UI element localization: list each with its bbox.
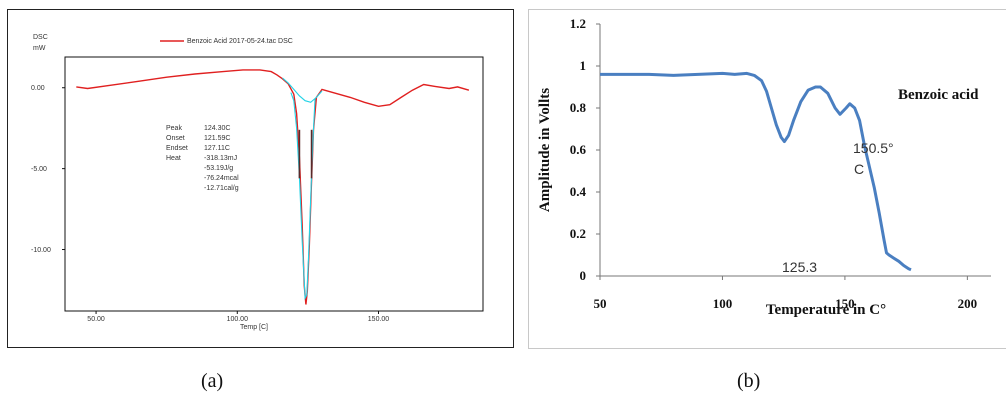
amplitude-chart-panel: 0 0.2 0.4 0.6 0.8 1 1.2 50 100 150 200 Temperature … [528,9,1006,349]
x-tick-label: 100 [713,296,733,311]
y-tick-label: 1.2 [570,16,586,31]
y-tick-label: -5.00 [31,166,47,173]
annotation-value: -318.13mJ [204,155,237,162]
annotation-value: 124.30C [204,125,230,132]
annotation-peak-125: 125.3 [782,259,817,275]
dsc-curve [76,69,470,305]
x-tick-label: 150.00 [368,316,390,323]
annotation-value: -12.71cal/g [204,185,239,192]
annotation-value: 127.11C [204,145,230,152]
annotation-value: -53.19J/g [204,165,233,172]
annotation-value: 121.59C [204,135,230,142]
x-axis-label: Temperature in C° [766,302,886,318]
y-tick-label: 0.2 [570,226,586,241]
amplitude-chart: 0 0.2 0.4 0.6 0.8 1 1.2 50 100 150 200 Temperature … [537,16,991,318]
amplitude-curve [600,71,912,272]
y-tick-label: 1 [580,58,587,73]
x-tick-label: 100.00 [227,316,249,323]
plot-frame [64,56,484,312]
annotation-label: Heat [166,155,181,162]
annotation-label: Endset [166,145,188,152]
y-tick-label: 0.4 [570,184,587,199]
annotation-peak-150-line-2: C [854,161,864,177]
y-tick-label: 0.00 [31,85,45,92]
baseline-line [282,77,323,103]
caption-a: (a) [201,370,224,392]
y-axis-label-line-1: DSC [33,34,48,41]
x-tick-label: 200 [958,296,978,311]
series-label: Benzoic acid [898,87,979,103]
dsc-chart: DSC mW Benzoic Acid 2017-05-24.tac DSC 0.00… [31,34,484,331]
x-tick-label: 50 [594,296,607,311]
y-tick-label: 0.8 [570,100,587,115]
y-tick-label: -10.00 [31,247,51,254]
y-axis-label: Amplitude in Vollts [537,88,553,212]
annotation-value: -76.24mcal [204,175,239,182]
annotation-peak-150-line-1: 150.5° [853,140,894,156]
y-axis-label-line-2: mW [33,45,46,52]
x-axis-label: Temp [C] [240,324,268,331]
x-tick-label: 150 [835,296,855,311]
caption-b: (b) [737,370,761,392]
annotation-label: Onset [166,135,185,142]
dsc-chart-panel: DSC mW Benzoic Acid 2017-05-24.tac DSC 0.00… [7,9,514,348]
y-tick-label: 0 [580,268,587,283]
y-tick-label: 0.6 [570,142,587,157]
annotation-label: Peak [166,125,182,132]
peak-outline [290,92,316,301]
legend-label: Benzoic Acid 2017-05-24.tac DSC [187,38,293,45]
x-tick-label: 50.00 [87,316,105,323]
